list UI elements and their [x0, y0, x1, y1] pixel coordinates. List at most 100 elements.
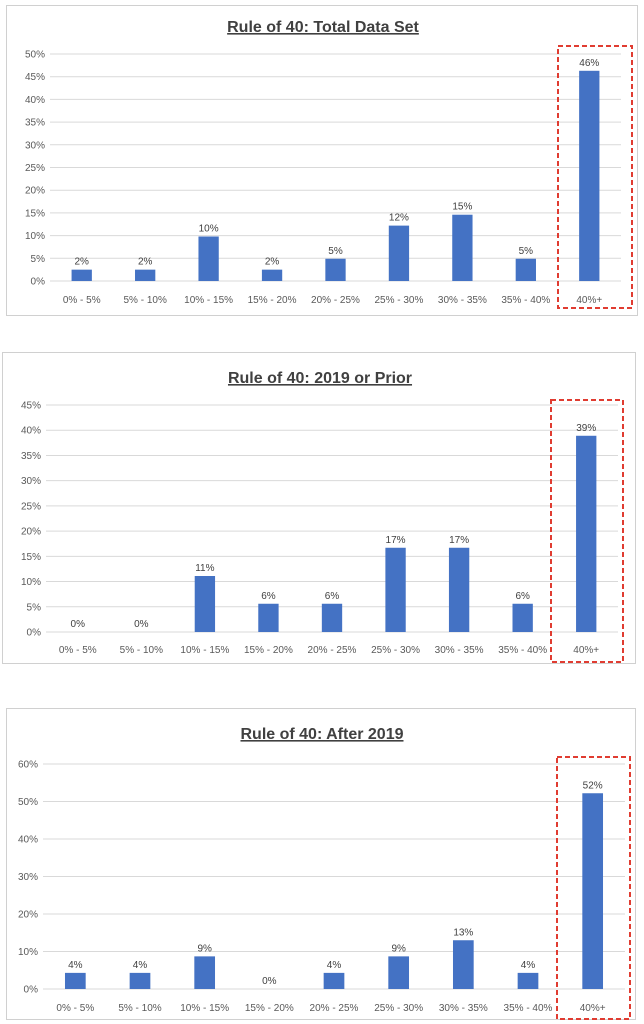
data-label: 0%: [134, 619, 149, 630]
x-tick-label: 40%+: [576, 295, 602, 306]
bar: [517, 972, 539, 989]
data-label: 13%: [453, 927, 473, 938]
bar: [388, 225, 410, 281]
bar: [385, 547, 406, 632]
x-tick-label: 30% - 35%: [439, 1003, 488, 1014]
bar: [194, 576, 216, 632]
x-tick-label: 10% - 15%: [180, 1003, 229, 1014]
x-tick-label: 35% - 40%: [498, 645, 547, 656]
y-tick-label: 5%: [27, 602, 42, 613]
y-tick-label: 35%: [21, 451, 41, 462]
x-tick-label: 5% - 10%: [120, 645, 163, 656]
x-tick-label: 35% - 40%: [504, 1003, 553, 1014]
y-tick-label: 10%: [25, 231, 45, 242]
x-tick-label: 15% - 20%: [245, 1003, 294, 1014]
chart-after-2019-svg: Rule of 40: After 2019 0% 10% 20% 30% 40% 50% 6…: [18, 726, 631, 1020]
x-tick-label: 20% - 25%: [308, 645, 357, 656]
data-label: 52%: [583, 780, 603, 791]
chart-panel-2019-or-prior: Rule of 40: 2019 or Prior 0% 5% 10% 15% 20% 25…: [2, 352, 636, 664]
y-tick-label: 10%: [18, 947, 38, 958]
y-tick-label: 0%: [31, 277, 46, 288]
bar: [515, 258, 536, 281]
data-label: 4%: [133, 960, 148, 971]
bar: [258, 603, 279, 632]
chart-title: Rule of 40: 2019 or Prior: [228, 370, 412, 387]
x-tick-label: 35% - 40%: [501, 295, 550, 306]
x-tick-label: 5% - 10%: [118, 1003, 161, 1014]
data-label: 6%: [515, 591, 530, 602]
x-tick-label: 10% - 15%: [184, 295, 233, 306]
x-tick-label: 25% - 30%: [371, 645, 420, 656]
bar: [452, 940, 474, 989]
y-tick-label: 0%: [24, 985, 39, 996]
bar: [323, 972, 345, 989]
x-tick-label: 15% - 20%: [248, 295, 297, 306]
data-label: 9%: [391, 943, 406, 954]
chart-panel-after-2019: Rule of 40: After 2019 0% 10% 20% 30% 40% 50% 6…: [6, 708, 636, 1020]
x-tick-label: 0% - 5%: [56, 1003, 94, 1014]
bar: [194, 956, 216, 989]
y-tick-label: 5%: [31, 254, 46, 265]
y-tick-label: 20%: [25, 186, 45, 197]
data-label: 39%: [576, 423, 596, 434]
y-tick-label: 30%: [18, 872, 38, 883]
bar: [579, 70, 600, 281]
data-label: 4%: [521, 960, 536, 971]
x-tick-label: 20% - 25%: [311, 295, 360, 306]
bar: [135, 269, 156, 281]
x-tick-label: 20% - 25%: [310, 1003, 359, 1014]
y-tick-label: 20%: [21, 527, 41, 538]
x-tick-label: 30% - 35%: [435, 645, 484, 656]
bar: [325, 258, 346, 281]
y-tick-label: 0%: [27, 628, 42, 639]
x-tick-label: 0% - 5%: [59, 645, 97, 656]
bar: [198, 236, 219, 281]
data-label: 6%: [325, 591, 340, 602]
y-tick-label: 40%: [18, 835, 38, 846]
y-tick-label: 30%: [21, 476, 41, 487]
y-tick-label: 35%: [25, 118, 45, 129]
chart-title: Rule of 40: Total Data Set: [227, 19, 419, 36]
y-tick-label: 40%: [25, 95, 45, 106]
x-tick-label: 30% - 35%: [438, 295, 487, 306]
x-tick-label: 5% - 10%: [123, 295, 166, 306]
bar: [388, 956, 410, 989]
y-tick-label: 25%: [25, 163, 45, 174]
bar: [582, 793, 604, 989]
highlight-box: [556, 756, 631, 1020]
bar: [448, 547, 470, 632]
y-tick-label: 15%: [21, 552, 41, 563]
data-label: 12%: [389, 213, 409, 224]
x-tick-label: 0% - 5%: [63, 295, 101, 306]
x-tick-label: 40%+: [573, 645, 599, 656]
chart-2019-or-prior-svg: Rule of 40: 2019 or Prior 0% 5% 10% 15% 20% 25…: [21, 370, 624, 663]
y-tick-label: 10%: [21, 577, 41, 588]
bar: [512, 603, 533, 632]
data-label: 2%: [74, 257, 89, 268]
x-tick-label: 15% - 20%: [244, 645, 293, 656]
data-label: 4%: [327, 960, 342, 971]
data-label: 15%: [452, 202, 472, 213]
highlight-box: [557, 45, 633, 309]
chart-panel-total: Rule of 40: Total Data Set 0% 5% 10% 15% 20% 2…: [6, 5, 638, 316]
y-tick-label: 15%: [25, 208, 45, 219]
data-label: 2%: [265, 257, 280, 268]
y-tick-label: 30%: [25, 140, 45, 151]
data-label: 0%: [71, 619, 86, 630]
y-tick-label: 40%: [21, 426, 41, 437]
chart-title: Rule of 40: After 2019: [240, 726, 403, 743]
data-label: 10%: [199, 224, 219, 235]
data-label: 6%: [261, 591, 276, 602]
data-label: 11%: [195, 563, 214, 574]
y-tick-label: 45%: [25, 72, 45, 83]
bar: [576, 435, 597, 632]
data-label: 46%: [579, 58, 599, 69]
y-tick-label: 50%: [25, 50, 45, 61]
y-tick-label: 50%: [18, 797, 38, 808]
data-label: 0%: [262, 976, 277, 987]
data-label: 9%: [197, 943, 212, 954]
highlight-box: [550, 399, 624, 663]
y-tick-label: 60%: [18, 760, 38, 771]
y-tick-label: 20%: [18, 910, 38, 921]
x-tick-label: 10% - 15%: [180, 645, 229, 656]
